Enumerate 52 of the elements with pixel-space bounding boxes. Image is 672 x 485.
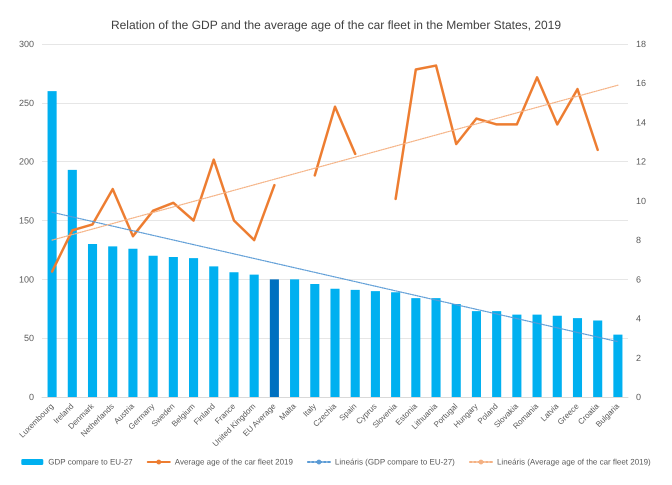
- bar: [209, 266, 218, 397]
- legend-label: GDP compare to EU-27: [48, 458, 134, 466]
- bar: [552, 316, 562, 397]
- y-tick-label: 250: [18, 98, 34, 108]
- bar: [370, 291, 380, 397]
- bar: [310, 284, 320, 397]
- bar: [613, 334, 622, 397]
- y2-tick-label: 14: [636, 117, 646, 128]
- y-tick-label: 150: [18, 216, 34, 226]
- y-tick-label: 0: [28, 392, 34, 402]
- bar: [48, 91, 57, 397]
- y2-tick-label: 8: [636, 235, 642, 246]
- bar: [128, 248, 138, 397]
- bar: [88, 244, 98, 397]
- bar: [411, 298, 420, 397]
- bar: [532, 314, 542, 397]
- y-tick-label: 50: [24, 333, 34, 344]
- bar: [330, 288, 340, 397]
- bar: [168, 256, 178, 397]
- chart-title: Relation of the GDP and the average age of the car fleet in the Member States, 2019: [110, 18, 562, 32]
- bar: [472, 311, 481, 397]
- bar: [68, 170, 77, 397]
- bar: [512, 314, 522, 397]
- bar: [250, 274, 259, 397]
- bar: [229, 272, 239, 397]
- y2-tick-label: 12: [636, 156, 646, 167]
- bar: [108, 246, 118, 397]
- bar: [270, 279, 279, 397]
- bar: [391, 292, 400, 397]
- y2-tick-label: 18: [636, 39, 646, 49]
- y2-tick-label: 4: [636, 314, 642, 324]
- bar: [572, 318, 582, 397]
- y2-tick-label: 16: [636, 78, 646, 88]
- legend-label: Average age of the car fleet 2019: [174, 458, 294, 466]
- y2-tick-label: 6: [636, 274, 642, 284]
- bar: [148, 256, 158, 397]
- bar: [290, 279, 300, 397]
- y2-tick-label: 0: [636, 392, 642, 402]
- y2-tick-label: 2: [636, 352, 642, 363]
- y-tick-label: 100: [18, 274, 34, 284]
- y2-tick-label: 10: [636, 196, 646, 206]
- bar: [350, 290, 360, 397]
- bar: [189, 258, 198, 397]
- legend-label: Lineáris (Average age of the car fleet 2019): [496, 458, 652, 466]
- x-tick-label: Italy: [301, 402, 318, 419]
- bar: [492, 311, 502, 397]
- legend-label: Lineáris (GDP compare to EU-27): [334, 458, 456, 466]
- bar: [593, 320, 602, 397]
- y-tick-label: 300: [18, 39, 34, 49]
- bar: [452, 304, 461, 397]
- y-tick-label: 200: [18, 156, 34, 167]
- bar: [431, 298, 441, 397]
